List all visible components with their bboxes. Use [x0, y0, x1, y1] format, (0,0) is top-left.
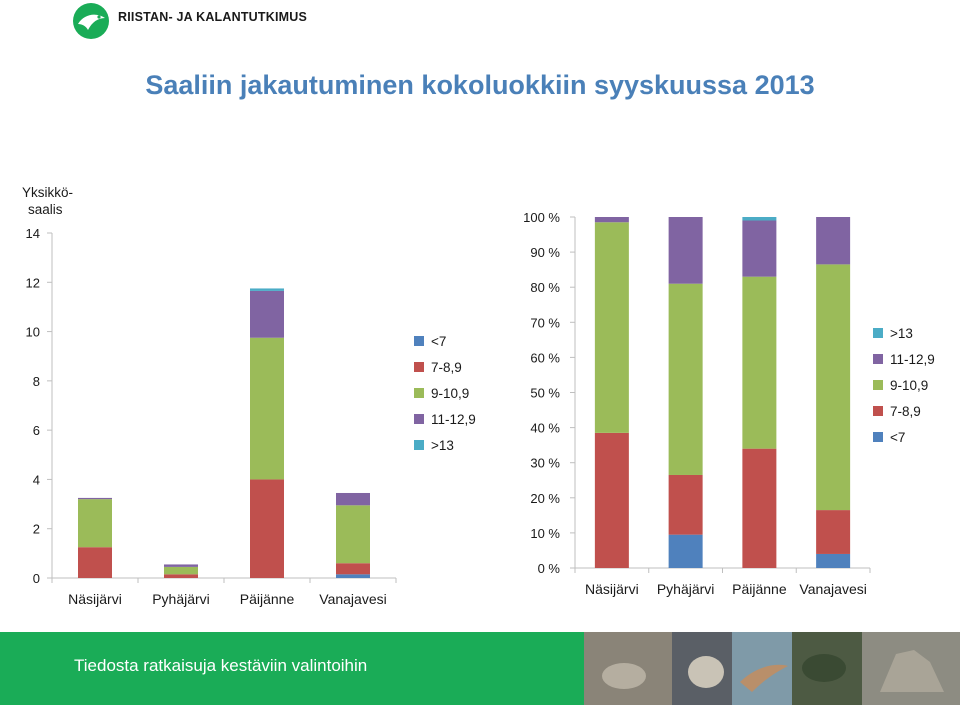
x-tick-label: Päijänne [732, 581, 787, 597]
legend-swatch-13 [873, 328, 883, 338]
legend-label: 11-12,9 [431, 412, 476, 427]
x-tick-label: Päijänne [240, 591, 295, 607]
logo-text: RIISTAN- JA KALANTUTKIMUS [118, 10, 308, 24]
legend-swatch-9-10-9 [873, 380, 883, 390]
x-tick-label: Pyhäjärvi [657, 581, 715, 597]
y-axis-title-line-2: saalis [28, 202, 63, 217]
y-tick-label: 10 % [530, 526, 560, 541]
bar-p-ij-nne-13 [742, 217, 777, 221]
bar-p-ij-nne-11-12-9 [250, 290, 284, 338]
fish-logo-icon [73, 3, 109, 39]
bar-vanajavesi-7-8-9 [336, 563, 370, 575]
bar-n-sij-rvi-11-12-9 [78, 497, 112, 500]
y-tick-label: 14 [26, 226, 40, 241]
legend-label: <7 [431, 334, 446, 349]
bar-vanajavesi-7 [336, 574, 370, 578]
y-tick-label: 0 [33, 571, 40, 586]
legend-label: 7-8,9 [431, 360, 462, 375]
y-tick-label: 6 [33, 423, 40, 438]
bar-vanajavesi-9-10-9 [336, 505, 370, 564]
bar-pyh-j-rvi-7 [668, 534, 703, 568]
y-tick-label: 80 % [530, 280, 560, 295]
y-tick-label: 60 % [530, 350, 560, 365]
y-tick-label: 50 % [530, 386, 560, 401]
legend-label: <7 [890, 430, 905, 445]
y-tick-label: 20 % [530, 491, 560, 506]
bar-pyh-j-rvi-11-12-9 [164, 564, 198, 567]
footer-banner: Tiedosta ratkaisuja kestäviin valintoihi… [0, 632, 960, 705]
bar-pyh-j-rvi-7-8-9 [164, 574, 198, 578]
y-tick-label: 2 [33, 522, 40, 537]
y-tick-label: 8 [33, 374, 40, 389]
wildlife-photo-strip [584, 632, 960, 705]
legend-swatch-11-12-9 [414, 414, 424, 424]
bar-vanajavesi-11-12-9 [816, 217, 851, 265]
legend-label: >13 [431, 438, 454, 453]
bar-p-ij-nne-7-8-9 [742, 448, 777, 568]
bar-vanajavesi-7 [816, 553, 851, 568]
y-tick-label: 70 % [530, 315, 560, 330]
y-tick-label: 100 % [523, 210, 560, 225]
legend-label: 7-8,9 [890, 404, 921, 419]
x-tick-label: Vanajavesi [319, 591, 386, 607]
footer-slogan: Tiedosta ratkaisuja kestäviin valintoihi… [74, 656, 368, 675]
bar-n-sij-rvi-9-10-9 [78, 499, 112, 548]
bar-p-ij-nne-9-10-9 [742, 276, 777, 449]
x-tick-label: Vanajavesi [799, 581, 866, 597]
x-tick-label: Pyhäjärvi [152, 591, 210, 607]
legend-label: 9-10,9 [890, 378, 928, 393]
y-tick-label: 40 % [530, 421, 560, 436]
bar-p-ij-nne-7-8-9 [250, 479, 284, 578]
bar-p-ij-nne-9-10-9 [250, 337, 284, 480]
y-tick-label: 4 [33, 472, 40, 487]
legend-swatch-13 [414, 440, 424, 450]
bar-pyh-j-rvi-9-10-9 [164, 566, 198, 575]
bar-vanajavesi-11-12-9 [336, 492, 370, 506]
legend-swatch-7 [414, 336, 424, 346]
bar-n-sij-rvi-9-10-9 [594, 222, 629, 433]
y-tick-label: 12 [26, 275, 40, 290]
legend-label: 11-12,9 [890, 352, 935, 367]
legend-label: >13 [890, 326, 913, 341]
bar-p-ij-nne-11-12-9 [742, 220, 777, 277]
legend-swatch-7-8-9 [414, 362, 424, 372]
bar-vanajavesi-9-10-9 [816, 264, 851, 511]
page-title: Saaliin jakautuminen kokoluokkiin syysku… [145, 70, 815, 100]
legend-swatch-7 [873, 432, 883, 442]
bar-n-sij-rvi-11-12-9 [594, 217, 629, 223]
bar-n-sij-rvi-7-8-9 [78, 547, 112, 578]
bar-n-sij-rvi-7-8-9 [594, 432, 629, 568]
y-tick-label: 90 % [530, 245, 560, 260]
legend-swatch-9-10-9 [414, 388, 424, 398]
y-tick-label: 0 % [538, 561, 561, 576]
stacked-bar-chart-percent: 0 % 10 % 20 % 30 % 40 % 50 % 60 % 70 % 80 % 90 % 1… [523, 210, 935, 597]
bar-p-ij-nne-13 [250, 288, 284, 291]
logo [72, 2, 332, 40]
bar-pyh-j-rvi-7-8-9 [668, 474, 703, 535]
y-tick-label: 10 [26, 325, 40, 340]
bar-pyh-j-rvi-9-10-9 [668, 283, 703, 475]
bar-pyh-j-rvi-11-12-9 [668, 217, 703, 284]
bar-vanajavesi-7-8-9 [816, 510, 851, 554]
x-tick-label: Näsijärvi [585, 581, 639, 597]
legend-swatch-7-8-9 [873, 406, 883, 416]
y-tick-label: 30 % [530, 456, 560, 471]
legend-swatch-11-12-9 [873, 354, 883, 364]
y-axis-title-line-1: Yksikkö- [22, 185, 73, 200]
x-tick-label: Näsijärvi [68, 591, 122, 607]
legend-label: 9-10,9 [431, 386, 469, 401]
stacked-bar-chart-absolute: 0 2 4 6 8 10 12 14 Näsijärvi Pyhäjärvi Päijänne Van… [22, 185, 476, 607]
